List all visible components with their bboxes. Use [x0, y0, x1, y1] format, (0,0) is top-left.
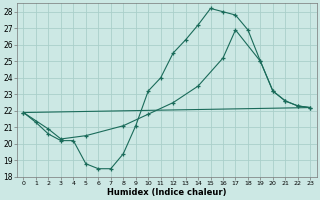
X-axis label: Humidex (Indice chaleur): Humidex (Indice chaleur) — [107, 188, 227, 197]
